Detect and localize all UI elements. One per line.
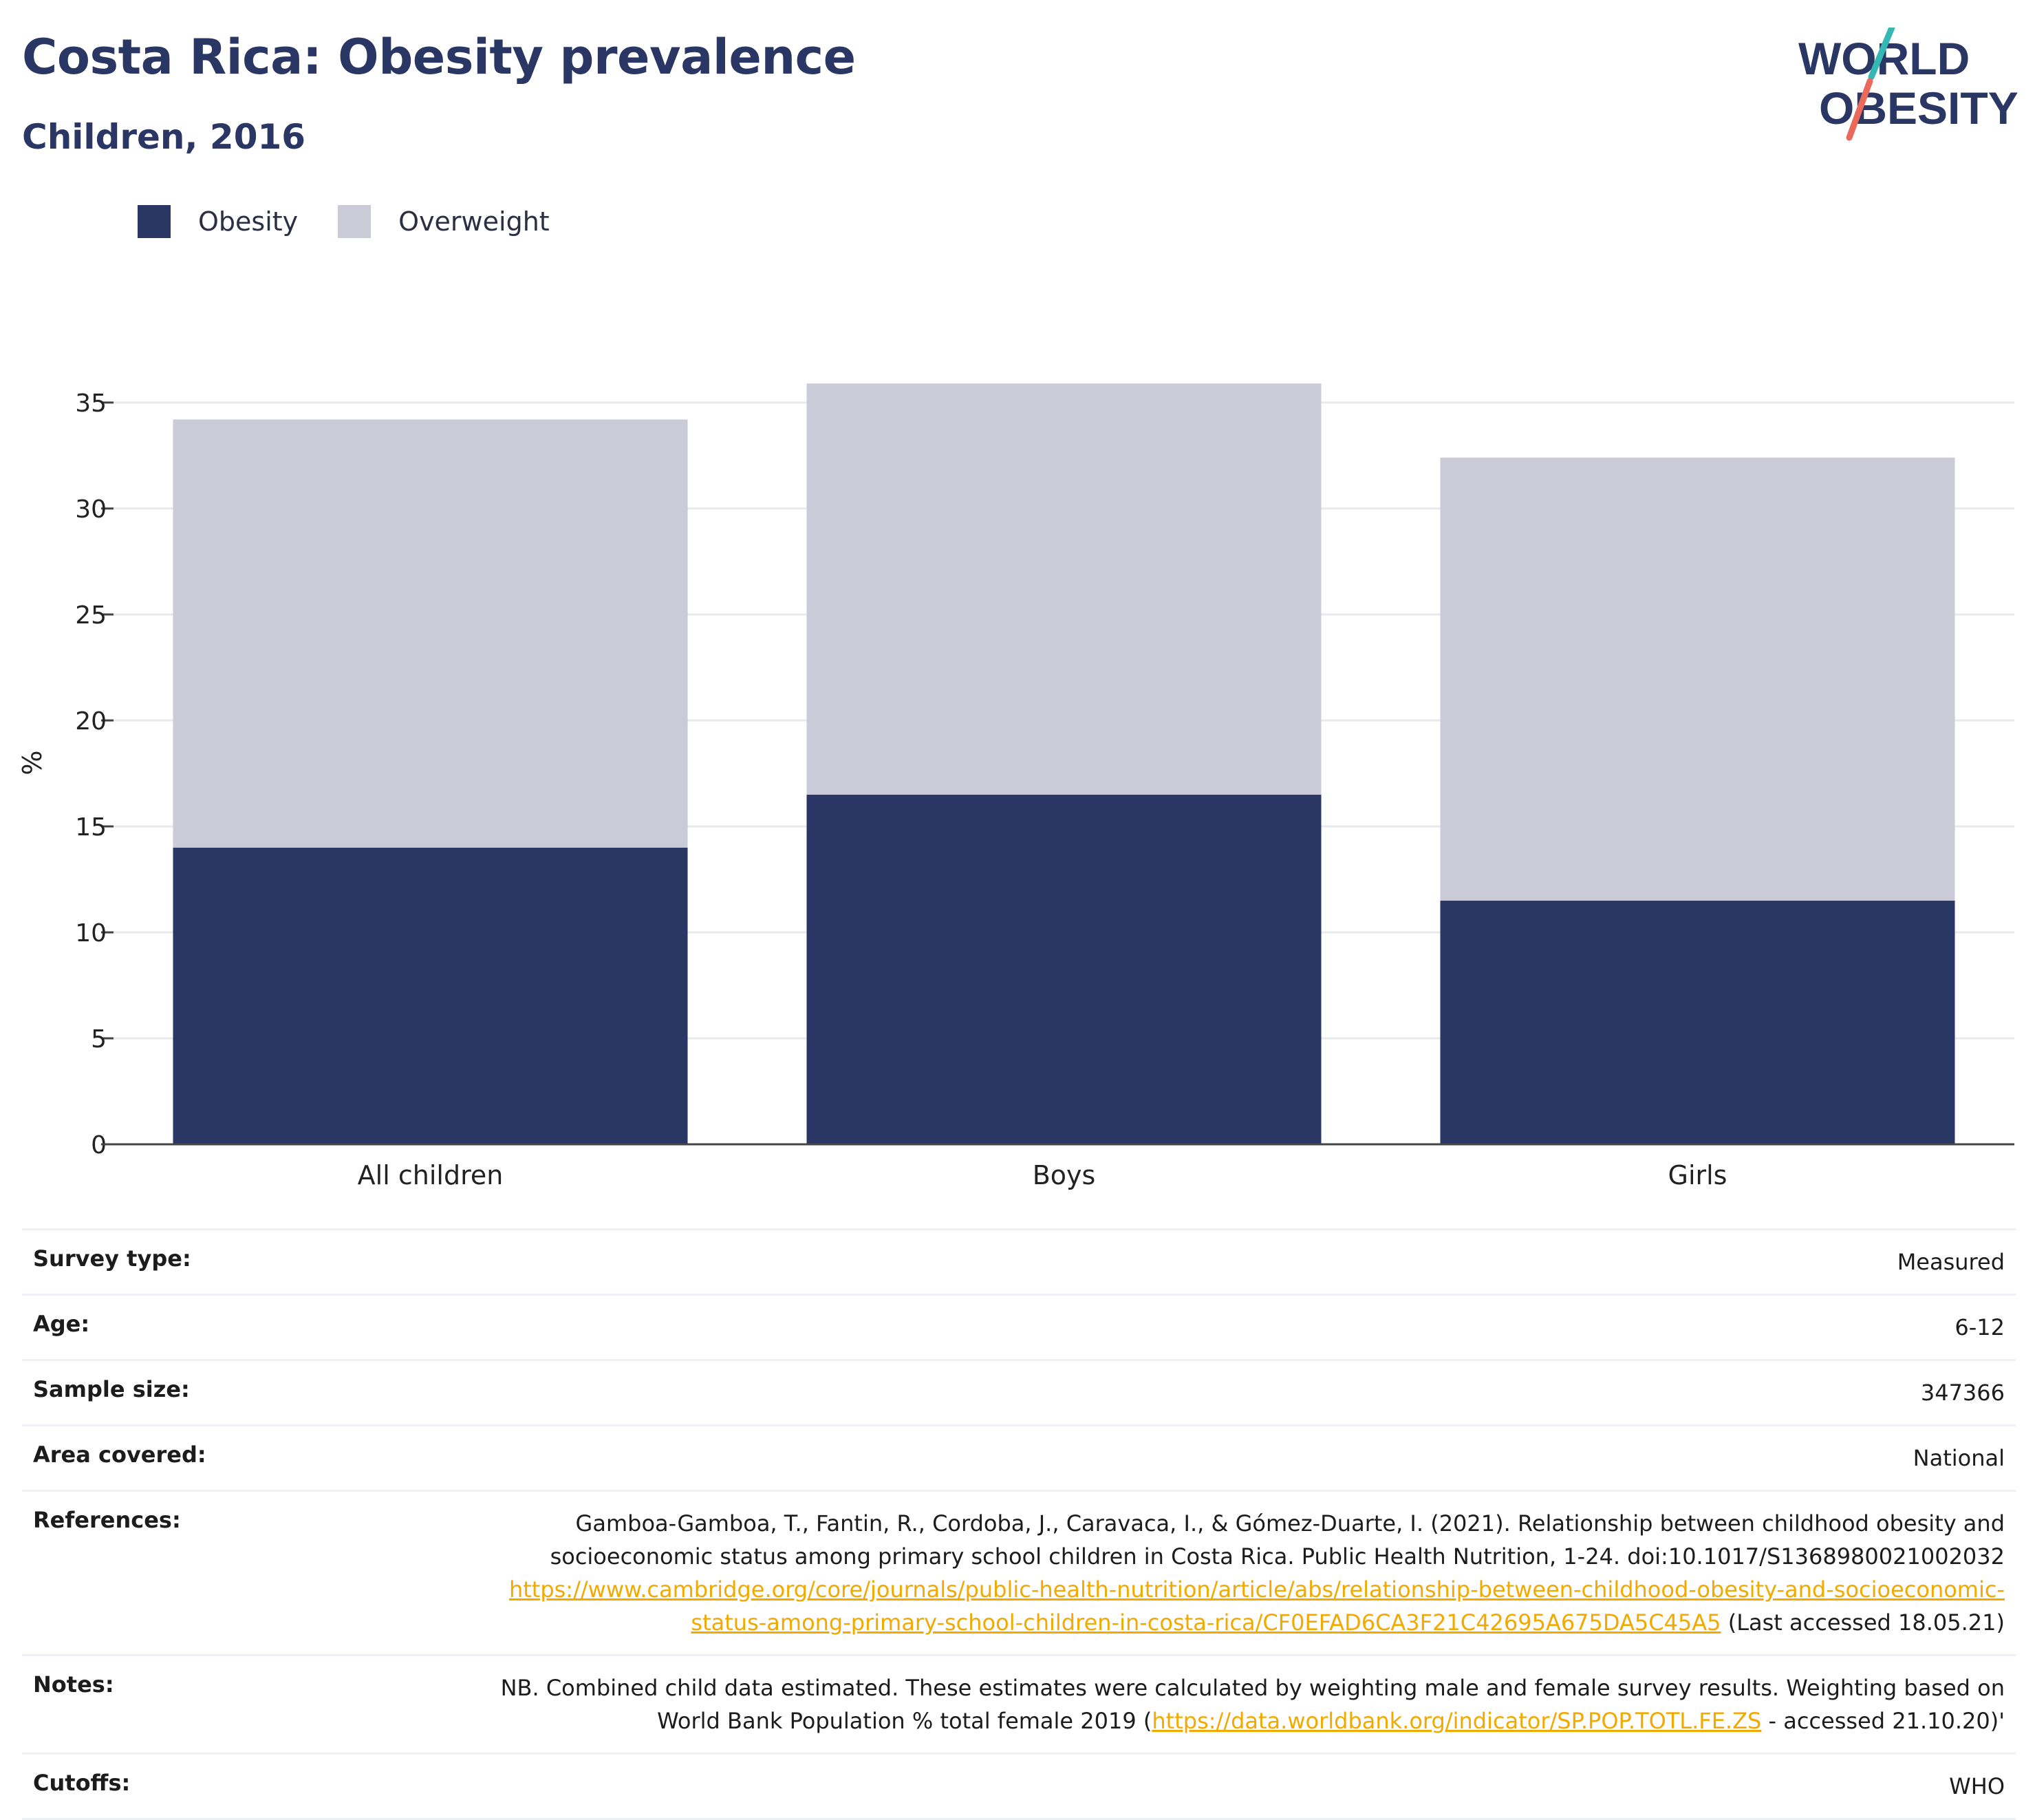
- survey-info-table: Survey type: Measured Age: 6-12 Sample s…: [22, 1228, 2016, 1820]
- y-tick-label: 5: [91, 1025, 107, 1053]
- bar-obesity: [806, 794, 1322, 1144]
- y-tick-label: 35: [75, 389, 107, 418]
- bar-overweight: [806, 383, 1322, 795]
- info-value: 347366: [1920, 1380, 2005, 1406]
- notes-link[interactable]: https://data.worldbank.org/indicator/SP.…: [1152, 1708, 1762, 1734]
- info-value: Measured: [1897, 1249, 2005, 1275]
- info-key: Notes:: [33, 1671, 114, 1698]
- bar-overweight: [1440, 458, 1955, 901]
- x-tick-label: Girls: [1668, 1160, 1727, 1190]
- info-value: National: [1913, 1445, 2005, 1471]
- info-value-notes: NB. Combined child data estimated. These…: [429, 1656, 2016, 1754]
- info-key: Sample size:: [33, 1376, 190, 1402]
- y-axis-label: %: [17, 751, 47, 775]
- world-obesity-logo: WORLD OBESITY: [1798, 28, 2018, 141]
- chart-legend: Obesity Overweight: [138, 205, 590, 238]
- bar-obesity: [173, 847, 688, 1144]
- info-value: 6-12: [1955, 1314, 2005, 1340]
- info-key: Area covered:: [33, 1442, 206, 1468]
- info-row-survey-type: Survey type: Measured: [22, 1229, 2016, 1295]
- reference-accessed: (Last accessed 18.05.21): [1721, 1609, 2005, 1636]
- x-tick-label: All children: [358, 1160, 504, 1190]
- x-tick-label: Boys: [1033, 1160, 1096, 1190]
- page-subtitle: Children, 2016: [22, 117, 306, 157]
- legend-label-overweight: Overweight: [398, 206, 550, 237]
- legend-swatch-overweight: [338, 205, 372, 238]
- bar-overweight: [173, 419, 688, 848]
- y-tick-label: 30: [75, 495, 107, 524]
- reference-text: Gamboa-Gamboa, T., Fantin, R., Cordoba, …: [550, 1510, 2005, 1570]
- notes-text: NB. Combined child data estimated. These…: [500, 1675, 2005, 1734]
- info-key: Survey type:: [33, 1245, 191, 1272]
- y-tick-label: 15: [75, 813, 107, 842]
- y-tick-label: 10: [75, 919, 107, 948]
- info-row-sample-size: Sample size: 347366: [22, 1360, 2016, 1426]
- logo-line2: OBESITY: [1819, 83, 2018, 133]
- info-row-notes: Notes: NB. Combined child data estimated…: [22, 1655, 2016, 1754]
- info-key: Cutoffs:: [33, 1770, 131, 1796]
- y-tick-label: 20: [75, 707, 107, 736]
- info-key: Age:: [33, 1311, 90, 1337]
- info-row-age: Age: 6-12: [22, 1294, 2016, 1360]
- info-value-references: Gamboa-Gamboa, T., Fantin, R., Cordoba, …: [429, 1491, 2016, 1656]
- info-row-cutoffs: Cutoffs: WHO: [22, 1753, 2016, 1819]
- info-value: WHO: [1949, 1773, 2005, 1799]
- legend-label-obesity: Obesity: [198, 206, 299, 237]
- legend-item-overweight[interactable]: Overweight: [338, 205, 550, 238]
- page-title: Costa Rica: Obesity prevalence: [22, 29, 856, 85]
- info-row-area-covered: Area covered: National: [22, 1425, 2016, 1491]
- stacked-bar-chart: 0 5 10 15 20 25 30 35 All children Boys Girls%: [17, 383, 2014, 1190]
- info-key: References:: [33, 1507, 181, 1533]
- notes-accessed: - accessed 21.10.20)': [1761, 1708, 2005, 1734]
- legend-swatch-obesity: [138, 205, 171, 238]
- legend-item-obesity[interactable]: Obesity: [138, 205, 298, 238]
- reference-link[interactable]: https://www.cambridge.org/core/journals/…: [508, 1576, 2005, 1636]
- y-tick-label: 25: [75, 601, 107, 630]
- y-tick-label: 0: [91, 1131, 107, 1159]
- bar-obesity: [1440, 900, 1955, 1144]
- info-row-references: References: Gamboa-Gamboa, T., Fantin, R…: [22, 1490, 2016, 1656]
